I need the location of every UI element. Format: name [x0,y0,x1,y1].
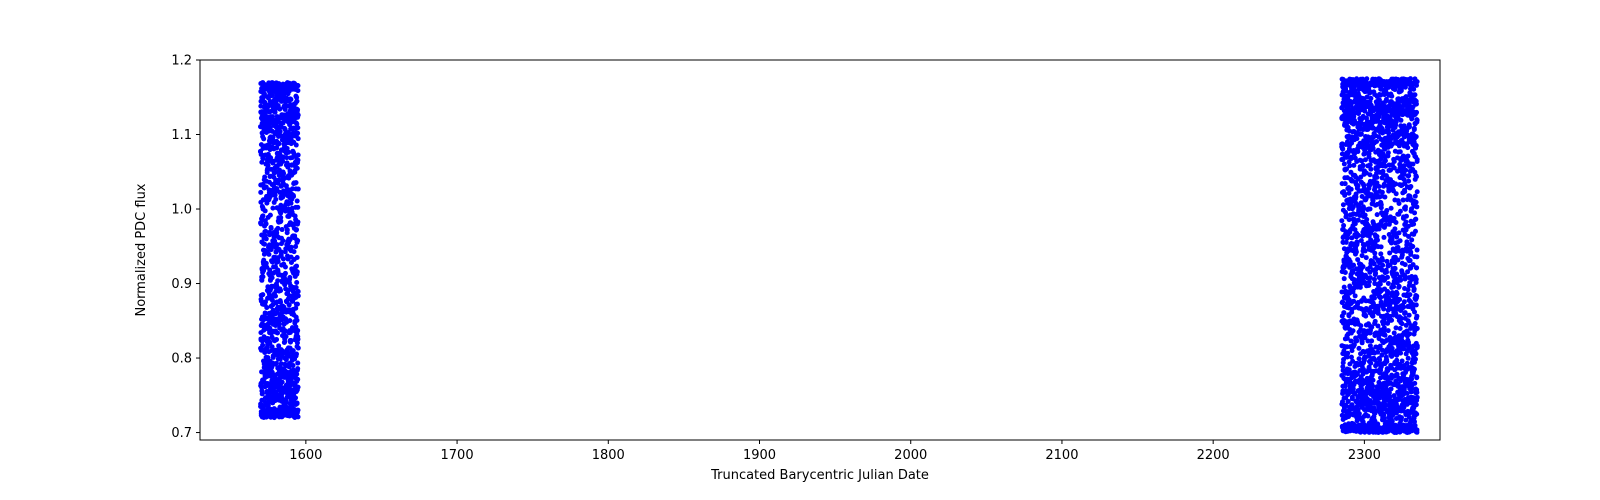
xtick-label: 2200 [1197,448,1230,463]
ytick-label: 1.2 [171,54,192,69]
ytick-label: 0.9 [171,277,192,292]
ytick-label: 1.1 [171,128,192,143]
ytick-label: 1.0 [171,203,192,218]
xtick-label: 1700 [441,448,474,463]
xtick-label: 2300 [1348,448,1381,463]
xtick-label: 1600 [289,448,322,463]
ytick-label: 0.8 [171,352,192,367]
lightcurve-scatter-chart: 1600 1700 1800 1900 2000 2100 2200 2300 0.7 0.8 0.… [0,0,1600,500]
xtick-label: 2000 [894,448,927,463]
chart-container: 1600 1700 1800 1900 2000 2100 2200 2300 0.7 0.8 0.… [0,0,1600,500]
x-axis-label: Truncated Barycentric Julian Date [710,468,929,483]
xtick-label: 2100 [1045,448,1078,463]
y-axis-label: Normalized PDC flux [134,183,149,316]
ytick-label: 0.7 [171,426,192,441]
xtick-label: 1800 [592,448,625,463]
xtick-label: 1900 [743,448,776,463]
